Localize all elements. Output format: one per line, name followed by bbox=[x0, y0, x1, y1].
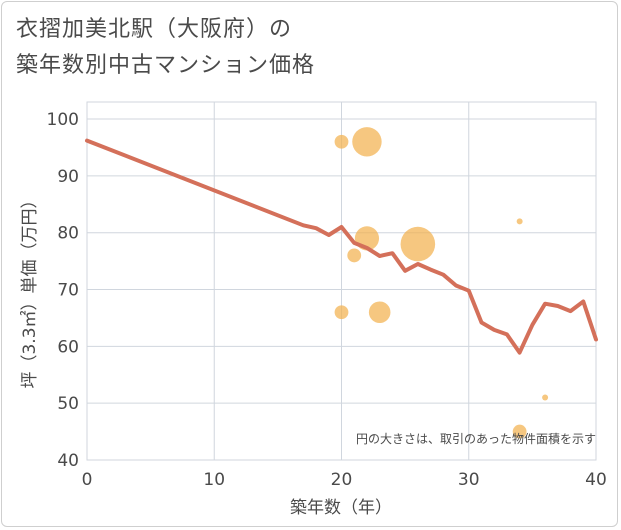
title-line-1: 衣摺加美北駅（大阪府）の bbox=[16, 17, 293, 42]
data-bubble bbox=[347, 248, 362, 263]
title-line-2: 築年数別中古マンション価格 bbox=[16, 53, 316, 78]
y-axis-label: 坪（3.3㎡）単価（万円） bbox=[20, 191, 40, 388]
size-note: 円の大きさは、取引のあった物件面積を示す bbox=[356, 431, 596, 446]
x-tick-label: 20 bbox=[331, 470, 353, 490]
y-tick-label: 40 bbox=[57, 451, 79, 471]
x-tick-label: 0 bbox=[82, 470, 93, 490]
data-bubble bbox=[334, 305, 349, 320]
x-tick-label: 40 bbox=[585, 470, 607, 490]
y-tick-label: 80 bbox=[57, 224, 79, 244]
data-bubble bbox=[368, 301, 391, 324]
grid bbox=[86, 101, 597, 461]
data-bubble bbox=[516, 218, 523, 225]
data-bubble bbox=[542, 394, 549, 401]
data-bubble bbox=[512, 424, 527, 439]
x-tick-label: 10 bbox=[203, 470, 225, 490]
y-tick-label: 90 bbox=[57, 167, 79, 187]
y-tick-label: 60 bbox=[57, 337, 79, 357]
y-tick-label: 50 bbox=[57, 394, 79, 414]
price-trend-line bbox=[85, 138, 598, 355]
data-bubble bbox=[334, 134, 349, 149]
chart-title: 衣摺加美北駅（大阪府）の 築年数別中古マンション価格 bbox=[16, 12, 315, 84]
x-tick-label: 30 bbox=[458, 470, 480, 490]
y-tick-label: 70 bbox=[57, 281, 79, 301]
data-bubble bbox=[400, 226, 436, 262]
y-tick-label: 100 bbox=[47, 110, 79, 130]
x-axis-label: 築年数（年） bbox=[290, 498, 392, 518]
y-ticks: 40 50 60 70 80 90 100 bbox=[47, 110, 79, 471]
bubble-series bbox=[334, 127, 549, 439]
line-series bbox=[85, 138, 598, 355]
x-ticks: 0 10 20 30 40 bbox=[82, 470, 607, 490]
data-bubble bbox=[352, 127, 382, 157]
